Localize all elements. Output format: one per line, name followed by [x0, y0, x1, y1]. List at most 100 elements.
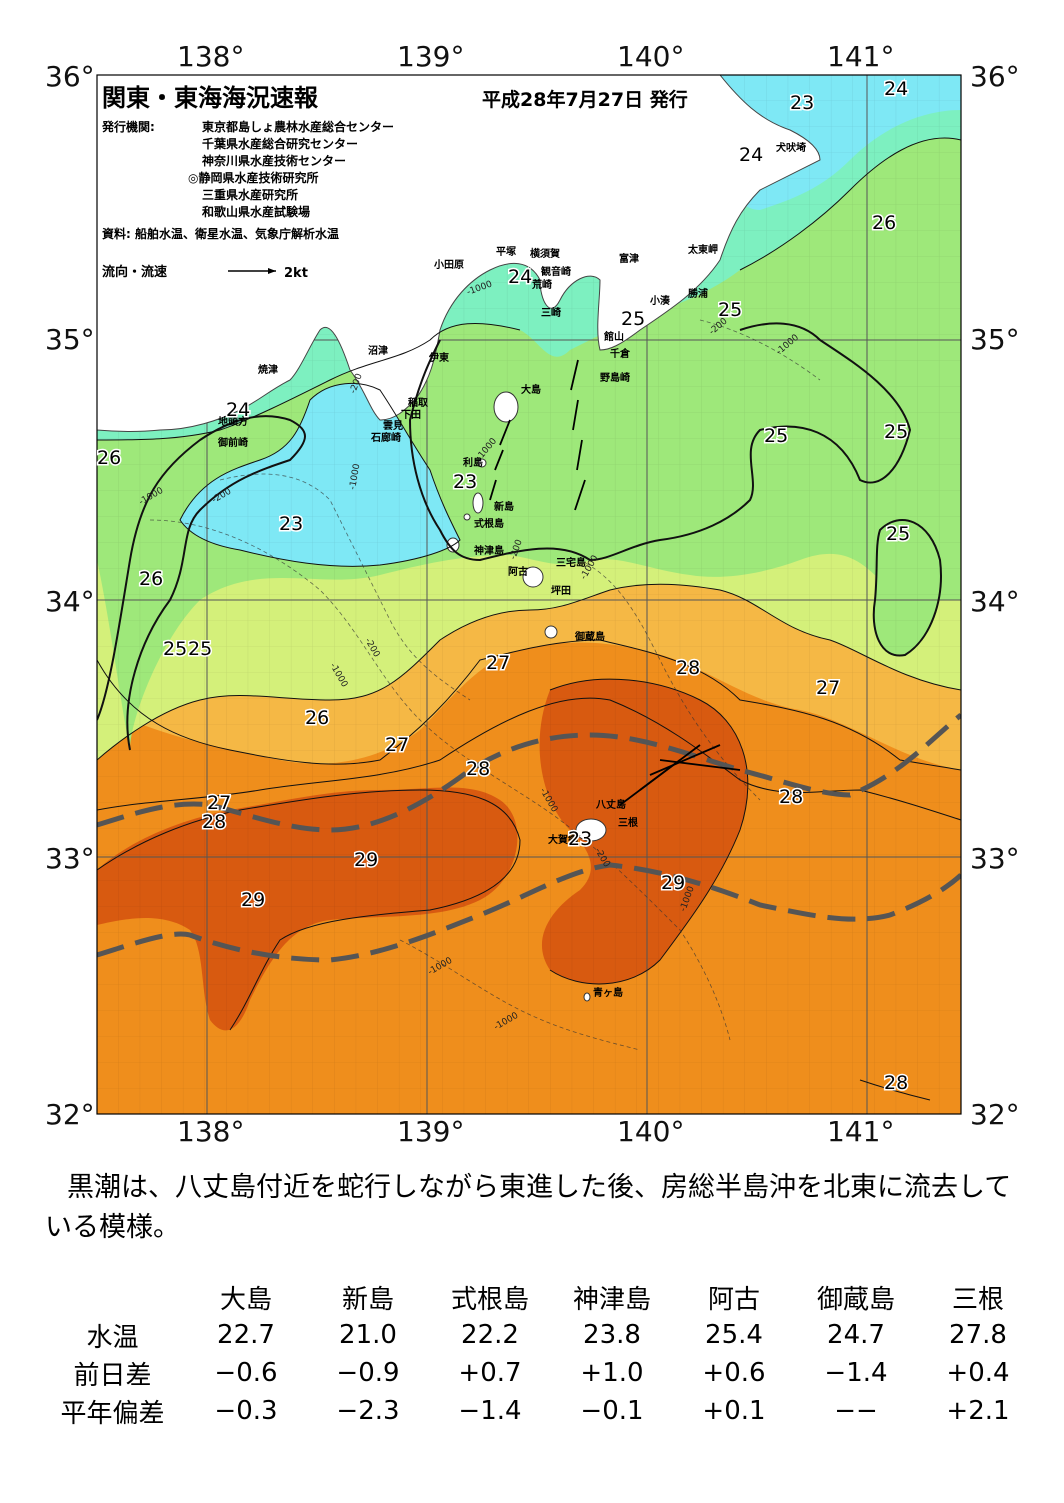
- flow-scale-arrowhead: [268, 268, 276, 274]
- row-label: 前日差: [73, 1360, 152, 1391]
- place-shikinejima: 式根島: [474, 517, 504, 530]
- current-vector: [489, 479, 497, 501]
- column-header: 御蔵島: [816, 1284, 895, 1315]
- table-cell: 27.8: [949, 1320, 1007, 1350]
- lat-label-left-33: 33°: [45, 842, 95, 875]
- isotherm-29: [97, 789, 521, 1031]
- column-header: 神津島: [572, 1284, 651, 1315]
- table-cell: −1.4: [824, 1358, 888, 1388]
- current-vector: [570, 359, 579, 391]
- temp-label: 26: [872, 212, 896, 234]
- lon-label-bottom-141: 141°: [827, 1115, 895, 1148]
- lat-label-left-36: 36°: [45, 60, 95, 93]
- place-kannonzaki: 観音崎: [541, 265, 571, 278]
- lon-label-top-138: 138°: [177, 40, 245, 73]
- place-ako: 阿古: [508, 565, 528, 578]
- lat-label-right-35: 35°: [970, 323, 1020, 356]
- temp-label: 29: [661, 872, 685, 894]
- table-header-row: 大島 新島 式根島 神津島 阿古 御蔵島 三根: [40, 1278, 1039, 1316]
- place-miyakejima: 三宅島: [556, 556, 586, 569]
- lat-label-left-32: 32°: [45, 1098, 95, 1131]
- place-hiratsuka: 平塚: [496, 245, 516, 258]
- table-cell: 21.0: [339, 1320, 397, 1350]
- temp-label: 25: [163, 638, 187, 660]
- temp-label: 28: [884, 1072, 908, 1094]
- table-row: 前日差 −0.6 −0.9 +0.7 +1.0 +0.6 −1.4 +0.4: [40, 1354, 1039, 1392]
- temp-label: 26: [305, 707, 329, 729]
- place-yokosuka: 横須賀: [530, 247, 560, 260]
- map-title: 関東・東海海況速報: [102, 84, 319, 112]
- kuroshio-axis-north: [97, 713, 961, 833]
- place-oshima: 大島: [521, 383, 541, 396]
- isotherm-25-main: [408, 322, 912, 562]
- temp-label: 25: [188, 638, 212, 660]
- place-mikurajima: 御蔵島: [574, 630, 605, 643]
- island-shikinejima: [463, 513, 471, 521]
- place-ito: 伊東: [428, 351, 449, 364]
- table-cell: 22.7: [217, 1320, 275, 1350]
- temp-label: 25: [886, 523, 910, 545]
- data-source: 資料: 船舶水温、衛星水温、気象庁解析水温: [102, 226, 339, 241]
- table-cell: −−: [834, 1396, 878, 1426]
- table-row: 水温 22.7 21.0 22.2 23.8 25.4 24.7 27.8: [40, 1316, 1039, 1354]
- table-cell: +1.0: [580, 1358, 644, 1388]
- issuer-3: 神奈川県水産技術センター: [202, 153, 346, 168]
- table-cell: 25.4: [705, 1320, 763, 1350]
- place-futtsu: 富津: [619, 252, 639, 265]
- place-numazu: 沼津: [368, 344, 388, 357]
- table-cell: −0.3: [214, 1396, 278, 1426]
- temp-label: 28: [676, 657, 700, 679]
- place-omaezaki: 御前崎: [217, 436, 248, 449]
- place-jitogata: 地頭方: [218, 415, 248, 428]
- isotherm-29-center: [549, 678, 749, 985]
- place-tateyama: 館山: [603, 330, 624, 343]
- temp-label: 25: [718, 299, 742, 321]
- place-irozaki: 石廊崎: [370, 431, 401, 444]
- place-tsubota: 坪田: [551, 584, 571, 597]
- issuer-6: 和歌山県水産試験場: [201, 204, 310, 219]
- place-niijima: 新島: [494, 500, 514, 513]
- table-cell: +0.4: [946, 1358, 1010, 1388]
- place-odawara: 小田原: [433, 258, 464, 271]
- current-vector: [576, 439, 583, 471]
- current-vector: [659, 759, 741, 771]
- current-vector: [572, 399, 579, 431]
- current-vector: [574, 479, 586, 511]
- temp-label: 26: [139, 568, 163, 590]
- column-header: 阿古: [707, 1284, 760, 1315]
- lat-label-right-32: 32°: [970, 1098, 1020, 1131]
- issuer-4: ◎静岡県水産技術研究所: [188, 170, 318, 185]
- isotherm-28: [97, 697, 961, 821]
- temp-label: 23: [790, 92, 814, 114]
- place-kumomi: 雲見: [383, 420, 403, 432]
- depth-label: -1000: [348, 463, 362, 491]
- table-corner: [40, 1278, 185, 1316]
- table-cell: −1.4: [458, 1396, 522, 1426]
- temp-label: 25: [884, 421, 908, 443]
- table-cell: +0.7: [458, 1358, 522, 1388]
- current-vector: [619, 759, 681, 806]
- column-header: 大島: [219, 1284, 272, 1315]
- table-cell: +0.6: [702, 1358, 766, 1388]
- island-aogashima: [583, 992, 591, 1002]
- lat-label-left-35: 35°: [45, 323, 95, 356]
- table-cell: +2.1: [946, 1396, 1010, 1426]
- place-chikura: 千倉: [610, 347, 631, 360]
- sea-temperature-map: 関東・東海海況速報 平成28年7月27日 発行 発行機関: 東京都島しょ農林水産…: [96, 74, 962, 1115]
- temp-label: 29: [354, 849, 378, 871]
- island-mikurajima: [544, 625, 558, 639]
- lon-label-top-141: 141°: [827, 40, 895, 73]
- lat-label-right-36: 36°: [970, 60, 1020, 93]
- table-row: 平年偏差 −0.3 −2.3 −1.4 −0.1 +0.1 −− +2.1: [40, 1392, 1039, 1430]
- temp-label: 23: [568, 828, 592, 850]
- lat-label-right-34: 34°: [970, 585, 1020, 618]
- isotherm-26: [97, 583, 961, 761]
- isotherm-27: [97, 639, 961, 771]
- temp-label: 23: [453, 471, 477, 493]
- table-cell: −0.9: [336, 1358, 400, 1388]
- column-header: 新島: [341, 1284, 394, 1315]
- temp-label: 25: [621, 308, 645, 330]
- table-cell: −2.3: [336, 1396, 400, 1426]
- place-mitsune: 三根: [618, 816, 638, 829]
- issuer-2: 千葉県水産総合研究センター: [202, 136, 358, 151]
